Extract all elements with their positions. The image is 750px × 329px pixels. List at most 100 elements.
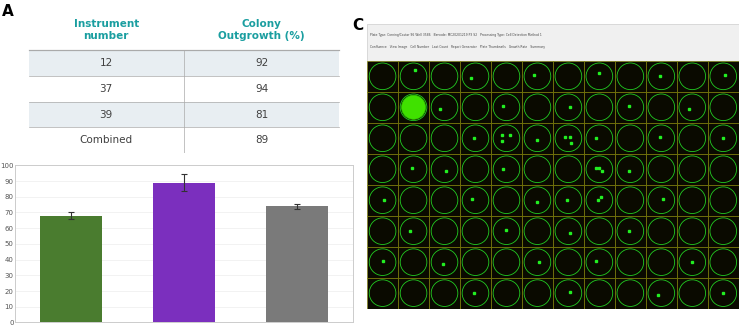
Text: 94: 94 [255, 84, 268, 94]
Bar [646, 61, 676, 92]
Bar [708, 123, 739, 154]
Bar [553, 154, 584, 185]
Bar [522, 185, 553, 216]
Bar [676, 247, 708, 278]
Circle shape [401, 95, 425, 119]
FancyBboxPatch shape [28, 102, 339, 127]
Bar [522, 61, 553, 92]
Bar [584, 123, 615, 154]
Bar [429, 61, 460, 92]
Bar [460, 92, 491, 123]
Text: Plate Type: Corning/Costar 96 Well 3586   Barcode: MC20201219 P3 S2   Processing: Plate Type: Corning/Costar 96 Well 3586 … [370, 33, 542, 37]
Bar [553, 278, 584, 309]
Bar [367, 92, 398, 123]
Bar [491, 278, 522, 309]
Bar [367, 61, 398, 92]
Bar [584, 278, 615, 309]
Bar [646, 123, 676, 154]
Bar [708, 216, 739, 247]
Bar [367, 247, 398, 278]
Bar [491, 216, 522, 247]
Bar [708, 92, 739, 123]
Bar [584, 216, 615, 247]
Bar [429, 92, 460, 123]
Bar [676, 61, 708, 92]
Text: 81: 81 [255, 110, 268, 119]
Bar [491, 123, 522, 154]
Bar [646, 278, 676, 309]
Bar [367, 154, 398, 185]
Bar [153, 183, 215, 322]
Text: 39: 39 [100, 110, 112, 119]
Bar [367, 216, 398, 247]
Bar [522, 247, 553, 278]
Bar [491, 247, 522, 278]
Bar [398, 216, 429, 247]
Bar [367, 24, 739, 61]
FancyBboxPatch shape [28, 127, 339, 153]
Bar [460, 185, 491, 216]
Bar [460, 278, 491, 309]
Text: 89: 89 [255, 136, 268, 145]
Text: A: A [2, 4, 14, 19]
Bar [708, 185, 739, 216]
Text: 92: 92 [255, 58, 268, 68]
Bar [398, 278, 429, 309]
Bar [40, 215, 102, 322]
Bar [708, 154, 739, 185]
Bar [615, 92, 646, 123]
FancyBboxPatch shape [28, 76, 339, 102]
Bar [460, 216, 491, 247]
Bar [398, 154, 429, 185]
Text: Colony
Outgrowth (%): Colony Outgrowth (%) [218, 19, 305, 41]
Bar [553, 123, 584, 154]
Text: Instrument
number: Instrument number [74, 19, 139, 41]
Bar [398, 123, 429, 154]
Bar [615, 247, 646, 278]
Bar [266, 206, 328, 322]
Bar [398, 247, 429, 278]
Text: Confluence   View Image   Cell Number   Last Count   Report Generator   Plate Th: Confluence View Image Cell Number Last C… [370, 45, 545, 49]
Bar [646, 216, 676, 247]
Bar [708, 278, 739, 309]
Bar [460, 247, 491, 278]
Bar [367, 185, 398, 216]
Bar [615, 123, 646, 154]
Bar [491, 61, 522, 92]
Bar [460, 123, 491, 154]
FancyBboxPatch shape [28, 50, 339, 76]
Bar [398, 61, 429, 92]
Bar [708, 61, 739, 92]
Bar [615, 278, 646, 309]
Bar [522, 154, 553, 185]
Bar [429, 185, 460, 216]
Bar [460, 154, 491, 185]
Bar [429, 154, 460, 185]
Bar [676, 185, 708, 216]
Bar [615, 61, 646, 92]
Bar [398, 185, 429, 216]
Bar [491, 185, 522, 216]
Bar [553, 185, 584, 216]
Bar [429, 123, 460, 154]
Bar [429, 216, 460, 247]
Bar [646, 154, 676, 185]
Bar [522, 278, 553, 309]
Bar [676, 216, 708, 247]
Bar [367, 123, 398, 154]
Bar [491, 154, 522, 185]
Bar [676, 92, 708, 123]
Bar [676, 123, 708, 154]
Text: C: C [352, 18, 363, 33]
Text: Combined: Combined [80, 136, 133, 145]
Bar [615, 185, 646, 216]
Bar [584, 185, 615, 216]
Bar [429, 247, 460, 278]
Bar [553, 216, 584, 247]
Bar [553, 61, 584, 92]
Bar [460, 61, 491, 92]
Bar [584, 92, 615, 123]
Bar [646, 92, 676, 123]
Bar [584, 247, 615, 278]
Bar [708, 247, 739, 278]
